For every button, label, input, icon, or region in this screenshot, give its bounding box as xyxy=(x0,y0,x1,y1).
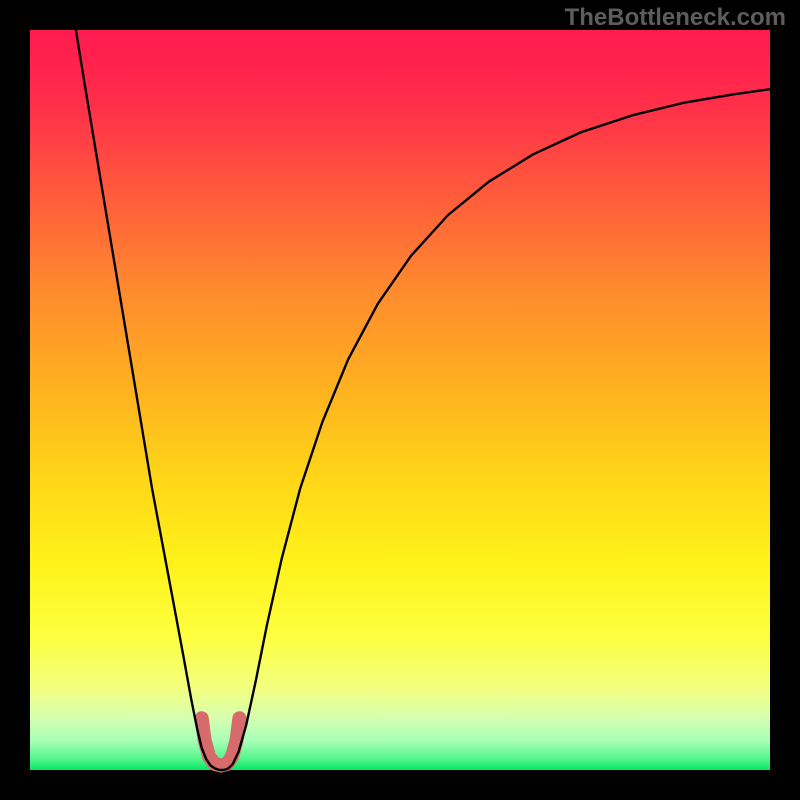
chart-svg xyxy=(30,30,770,770)
chart-frame xyxy=(30,30,770,770)
bottleneck-curve xyxy=(76,30,770,770)
watermark-text: TheBottleneck.com xyxy=(565,4,786,32)
highlight-marker xyxy=(202,718,240,765)
